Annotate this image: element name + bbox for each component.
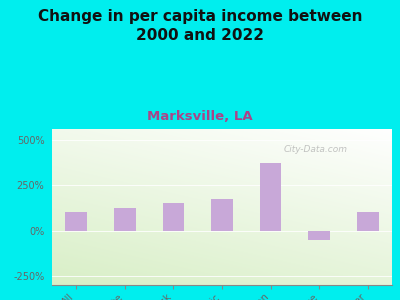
Text: Marksville, LA: Marksville, LA xyxy=(147,110,253,122)
Bar xyxy=(211,199,233,231)
Bar xyxy=(357,212,379,231)
Text: City-Data.com: City-Data.com xyxy=(283,145,347,154)
Text: Change in per capita income between
2000 and 2022: Change in per capita income between 2000… xyxy=(38,9,362,43)
Bar xyxy=(308,231,330,240)
Bar xyxy=(260,163,282,231)
Bar xyxy=(114,208,136,231)
Bar xyxy=(65,212,87,231)
Bar xyxy=(162,203,184,231)
